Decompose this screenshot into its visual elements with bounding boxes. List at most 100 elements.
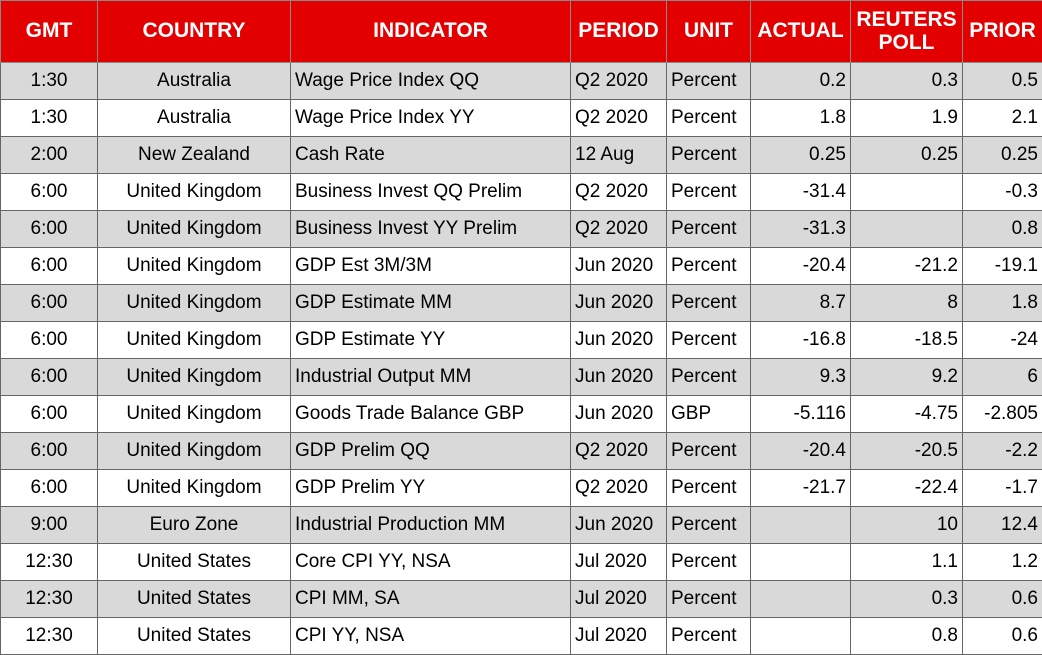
table-cell: 0.6 <box>963 581 1042 618</box>
table-cell: 9:00 <box>1 507 98 544</box>
table-cell: -31.4 <box>751 174 851 211</box>
table-cell: Goods Trade Balance GBP <box>291 396 571 433</box>
table-cell: -22.4 <box>851 470 963 507</box>
table-cell: Industrial Output MM <box>291 359 571 396</box>
table-cell: 10 <box>851 507 963 544</box>
table-cell: -1.7 <box>963 470 1042 507</box>
table-cell: CPI MM, SA <box>291 581 571 618</box>
table-cell: 6:00 <box>1 433 98 470</box>
table-cell: -2.805 <box>963 396 1042 433</box>
table-cell: 2:00 <box>1 137 98 174</box>
table-cell: Percent <box>667 211 751 248</box>
table-cell: Percent <box>667 137 751 174</box>
table-cell: 6:00 <box>1 285 98 322</box>
table-cell: -5.116 <box>751 396 851 433</box>
table-cell: Jun 2020 <box>571 396 667 433</box>
table-cell: 6:00 <box>1 359 98 396</box>
table-cell: 9.3 <box>751 359 851 396</box>
table-cell: 6:00 <box>1 396 98 433</box>
table-cell: Q2 2020 <box>571 100 667 137</box>
table-cell: Business Invest QQ Prelim <box>291 174 571 211</box>
table-cell: 1.9 <box>851 100 963 137</box>
table-cell: -16.8 <box>751 322 851 359</box>
table-cell: Jul 2020 <box>571 544 667 581</box>
table-cell: 0.8 <box>851 618 963 655</box>
table-cell <box>751 507 851 544</box>
table-cell: Wage Price Index QQ <box>291 63 571 100</box>
table-cell: 1:30 <box>1 63 98 100</box>
column-header: REUTERS POLL <box>851 1 963 63</box>
table-cell: -4.75 <box>851 396 963 433</box>
column-header: UNIT <box>667 1 751 63</box>
table-cell: 12 Aug <box>571 137 667 174</box>
table-cell: United Kingdom <box>98 248 291 285</box>
table-cell: 0.5 <box>963 63 1042 100</box>
table-cell: Percent <box>667 359 751 396</box>
table-cell: 12:30 <box>1 618 98 655</box>
table-cell <box>851 174 963 211</box>
table-cell: United Kingdom <box>98 359 291 396</box>
column-header: COUNTRY <box>98 1 291 63</box>
table-cell: Percent <box>667 100 751 137</box>
table-cell: 0.25 <box>751 137 851 174</box>
table-cell <box>751 544 851 581</box>
table-cell: -20.4 <box>751 248 851 285</box>
table-cell: United Kingdom <box>98 211 291 248</box>
column-header: GMT <box>1 1 98 63</box>
table-cell: GBP <box>667 396 751 433</box>
table-cell: -31.3 <box>751 211 851 248</box>
table-cell: Q2 2020 <box>571 63 667 100</box>
table-cell: Jun 2020 <box>571 507 667 544</box>
table-cell: Percent <box>667 322 751 359</box>
table-cell <box>751 618 851 655</box>
table-cell: Q2 2020 <box>571 470 667 507</box>
table-cell: 12:30 <box>1 544 98 581</box>
table-cell: Euro Zone <box>98 507 291 544</box>
table-cell: 6:00 <box>1 211 98 248</box>
table-cell: Percent <box>667 174 751 211</box>
table-cell <box>851 211 963 248</box>
table-cell: 0.25 <box>851 137 963 174</box>
table-cell <box>751 581 851 618</box>
table-cell: 12.4 <box>963 507 1042 544</box>
table-cell: 0.3 <box>851 63 963 100</box>
table-cell: 0.3 <box>851 581 963 618</box>
table-cell: GDP Estimate MM <box>291 285 571 322</box>
table-cell: 6:00 <box>1 248 98 285</box>
table-cell: Q2 2020 <box>571 174 667 211</box>
table-cell: Q2 2020 <box>571 211 667 248</box>
column-header: PERIOD <box>571 1 667 63</box>
table-cell: 1.8 <box>751 100 851 137</box>
table-cell: GDP Prelim QQ <box>291 433 571 470</box>
table-cell: Jul 2020 <box>571 618 667 655</box>
table-cell: 6:00 <box>1 470 98 507</box>
table-cell: GDP Estimate YY <box>291 322 571 359</box>
table-cell: Jul 2020 <box>571 581 667 618</box>
table-cell: -20.4 <box>751 433 851 470</box>
column-header: PRIOR <box>963 1 1042 63</box>
table-cell: 1.2 <box>963 544 1042 581</box>
table-cell: Cash Rate <box>291 137 571 174</box>
table-cell: -0.3 <box>963 174 1042 211</box>
table-cell: United Kingdom <box>98 396 291 433</box>
table-cell: Business Invest YY Prelim <box>291 211 571 248</box>
table-cell: Wage Price Index YY <box>291 100 571 137</box>
column-header: ACTUAL <box>751 1 851 63</box>
table-cell: Percent <box>667 581 751 618</box>
table-cell: Percent <box>667 544 751 581</box>
